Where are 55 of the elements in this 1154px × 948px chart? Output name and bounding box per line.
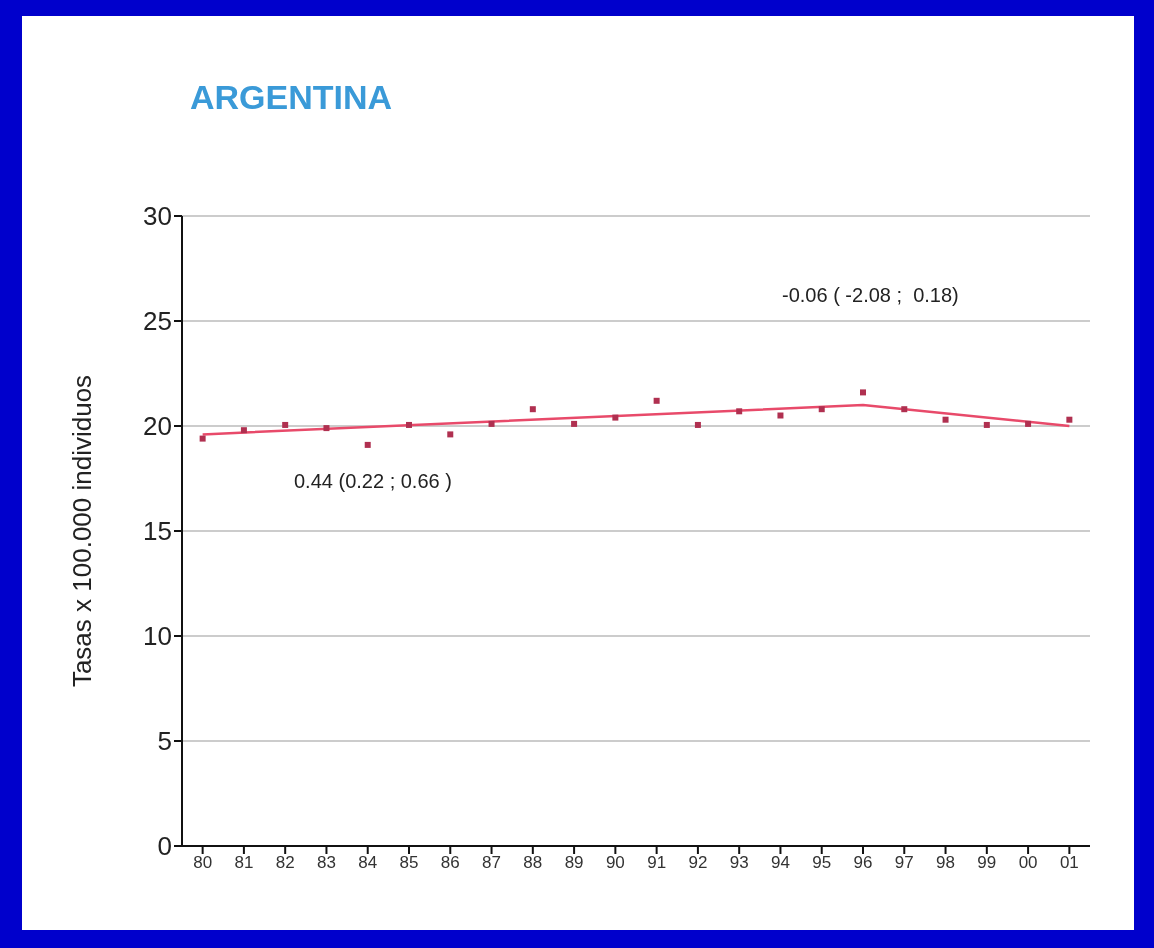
y-tick-label: 30 bbox=[143, 201, 172, 232]
point bbox=[406, 421, 412, 428]
annotation: -0.06 ( -2.08 ; 0.18) bbox=[782, 284, 959, 307]
x-tick-label: 92 bbox=[688, 853, 708, 873]
x-tick-label: 82 bbox=[275, 853, 295, 873]
chart-title: ARGENTINA bbox=[190, 78, 393, 117]
x-tick-label: 89 bbox=[564, 853, 584, 873]
point bbox=[1066, 416, 1073, 423]
y-tick-label: 10 bbox=[143, 621, 172, 652]
x-tick-label: 83 bbox=[316, 853, 336, 873]
x-tick-label: 96 bbox=[853, 853, 873, 873]
x-tick-label: 93 bbox=[729, 853, 749, 873]
x-tick-label: 95 bbox=[812, 853, 832, 873]
point bbox=[529, 406, 536, 413]
y-tick-label: 5 bbox=[157, 726, 172, 757]
point bbox=[282, 421, 289, 428]
annotation: 0.44 (0.22 ; 0.66 ) bbox=[294, 470, 452, 493]
point bbox=[983, 421, 990, 428]
point bbox=[860, 389, 866, 396]
point bbox=[488, 420, 495, 427]
point bbox=[571, 420, 578, 427]
point bbox=[199, 435, 206, 442]
y-axis-title: Tasas x 100.000 individuos bbox=[67, 374, 98, 688]
y-tick-label: 25 bbox=[143, 306, 172, 337]
point bbox=[777, 412, 784, 419]
point bbox=[942, 416, 949, 423]
point bbox=[240, 427, 247, 434]
point bbox=[323, 425, 330, 432]
point bbox=[1025, 420, 1032, 427]
x-tick-label: 99 bbox=[977, 853, 997, 873]
x-tick-label: 84 bbox=[358, 853, 378, 873]
y-tick-label: 0 bbox=[157, 831, 172, 862]
x-tick-label: 97 bbox=[894, 853, 914, 873]
x-tick-label: 01 bbox=[1059, 853, 1079, 873]
point bbox=[818, 406, 825, 413]
point bbox=[612, 414, 619, 421]
x-tick-label: 80 bbox=[193, 853, 213, 873]
x-tick-label: 00 bbox=[1018, 853, 1038, 873]
x-tick-label: 98 bbox=[936, 853, 956, 873]
x-tick-label: 87 bbox=[482, 853, 502, 873]
point bbox=[447, 431, 454, 438]
x-tick-label: 94 bbox=[770, 853, 790, 873]
point bbox=[364, 441, 371, 448]
y-tick-label: 20 bbox=[143, 411, 172, 442]
y-tick-label: 15 bbox=[143, 516, 172, 547]
x-tick-label: 86 bbox=[440, 853, 460, 873]
x-tick-label: 85 bbox=[399, 853, 419, 873]
x-tick-label: 91 bbox=[647, 853, 667, 873]
point bbox=[901, 406, 908, 413]
x-tick-label: 90 bbox=[605, 853, 625, 873]
point bbox=[694, 421, 701, 428]
point bbox=[736, 408, 743, 415]
x-tick-label: 81 bbox=[234, 853, 254, 873]
x-tick-label: 88 bbox=[523, 853, 543, 873]
point bbox=[653, 397, 660, 404]
